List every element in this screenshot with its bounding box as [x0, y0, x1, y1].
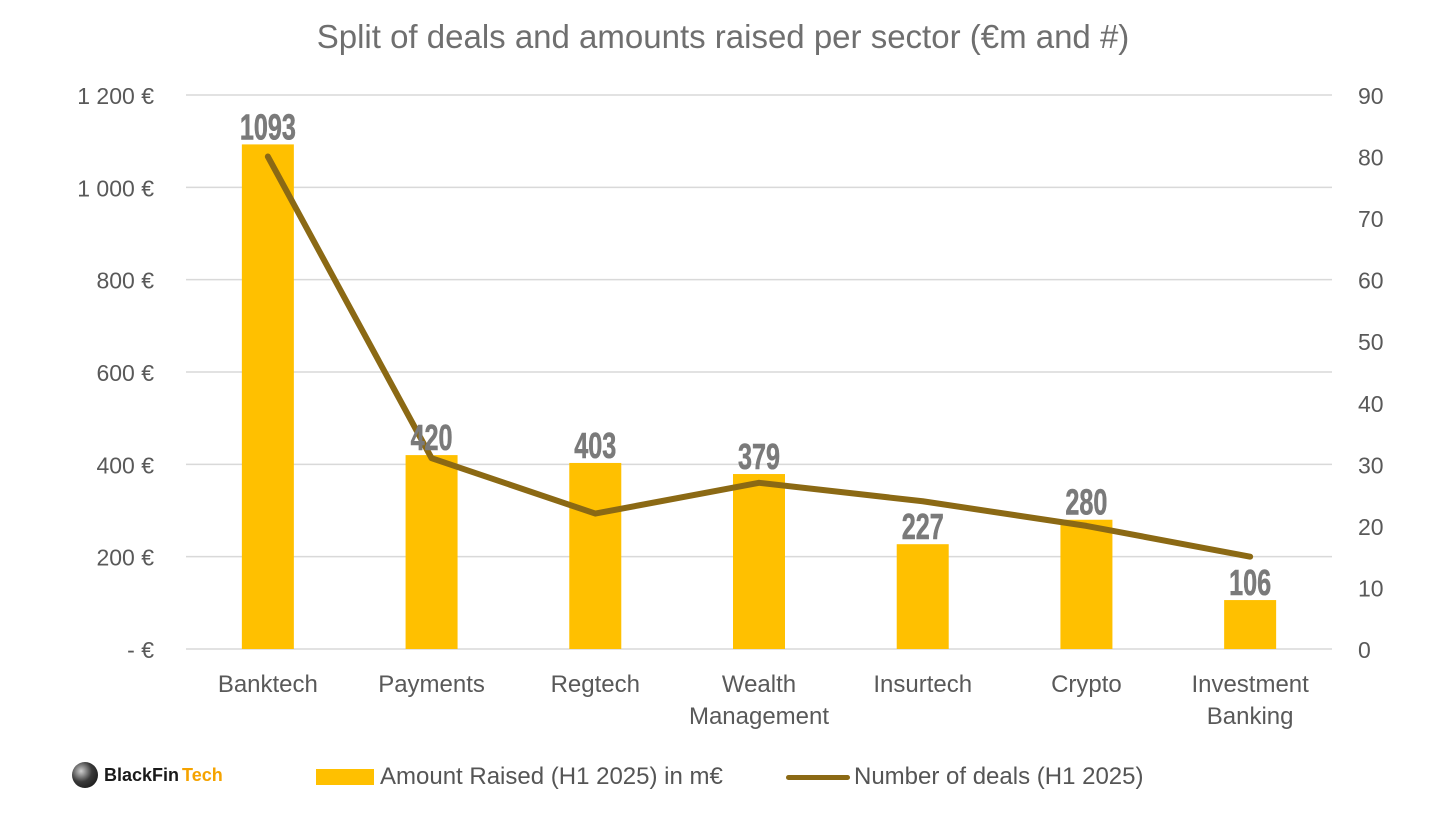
blackfin-logo-icon: [72, 762, 98, 788]
legend-bar-swatch: [316, 769, 374, 785]
bar: [1060, 519, 1113, 649]
deals-line-point: [266, 155, 269, 158]
bar: [241, 144, 294, 650]
deals-line-point: [430, 457, 433, 460]
bar-data-label: 280: [1065, 482, 1107, 523]
x-category-label: Regtech: [551, 671, 640, 698]
y-right-tick-label: 80: [1358, 145, 1384, 171]
legend-line-swatch: [786, 774, 850, 780]
legend-label-amount: Amount Raised (H1 2025) in m€: [380, 763, 723, 790]
y-right-tick-label: 0: [1358, 637, 1371, 663]
deals-line-point: [1249, 555, 1252, 558]
y-right-tick-label: 10: [1358, 575, 1384, 601]
brand-name: BlackFin: [104, 764, 180, 785]
legend-item-deals: Number of deals (H1 2025): [786, 760, 1143, 794]
deals-line-point: [1085, 524, 1088, 527]
y-left-tick-label: 800 €: [96, 268, 154, 294]
y-left-tick-label: 600 €: [96, 360, 154, 386]
brand-accent: Tech: [182, 764, 223, 785]
y-right-tick-label: 50: [1358, 329, 1384, 355]
bar: [405, 455, 458, 649]
y-left-tick-label: 200 €: [96, 545, 154, 571]
legend-item-amount: Amount Raised (H1 2025) in m€: [316, 760, 723, 794]
bar: [569, 462, 622, 649]
x-category-label: Crypto: [1051, 671, 1122, 698]
x-category-label: Banktech: [218, 671, 318, 698]
deals-line-point: [758, 481, 760, 484]
y-left-tick-label: 1 000 €: [77, 175, 154, 201]
x-category-label: Investment Banking: [1191, 671, 1309, 730]
y-left-tick-label: 1 200 €: [77, 83, 154, 109]
bar: [733, 474, 785, 649]
brand-logo: BlackFin Tech: [72, 762, 223, 788]
bar-data-label: 227: [902, 506, 944, 547]
chart-title: Split of deals and amounts raised per se…: [316, 18, 1130, 55]
bar: [1224, 600, 1277, 649]
x-category-label: Wealth Management: [689, 671, 829, 730]
y-left-tick-label: - €: [127, 637, 154, 663]
bar: [896, 544, 949, 649]
y-right-tick-label: 40: [1358, 391, 1384, 417]
deals-line-point: [594, 512, 597, 515]
y-left-tick-label: 400 €: [96, 452, 154, 478]
bar-data-label: 403: [574, 425, 616, 466]
bar-data-label: 106: [1229, 562, 1271, 603]
y-right-tick-label: 60: [1358, 268, 1384, 294]
y-right-tick-label: 90: [1358, 83, 1384, 109]
y-right-tick-label: 30: [1358, 452, 1384, 478]
x-category-label: Payments: [378, 671, 485, 698]
bar-data-label: 420: [411, 417, 453, 458]
legend-label-deals: Number of deals (H1 2025): [854, 763, 1144, 790]
y-right-tick-label: 70: [1358, 206, 1384, 232]
bar-data-label: 1093: [240, 106, 296, 147]
bar-data-label: 379: [738, 436, 780, 477]
x-category-label: Insurtech: [873, 671, 972, 698]
y-right-tick-label: 20: [1358, 514, 1384, 540]
deals-line-point: [921, 500, 924, 503]
